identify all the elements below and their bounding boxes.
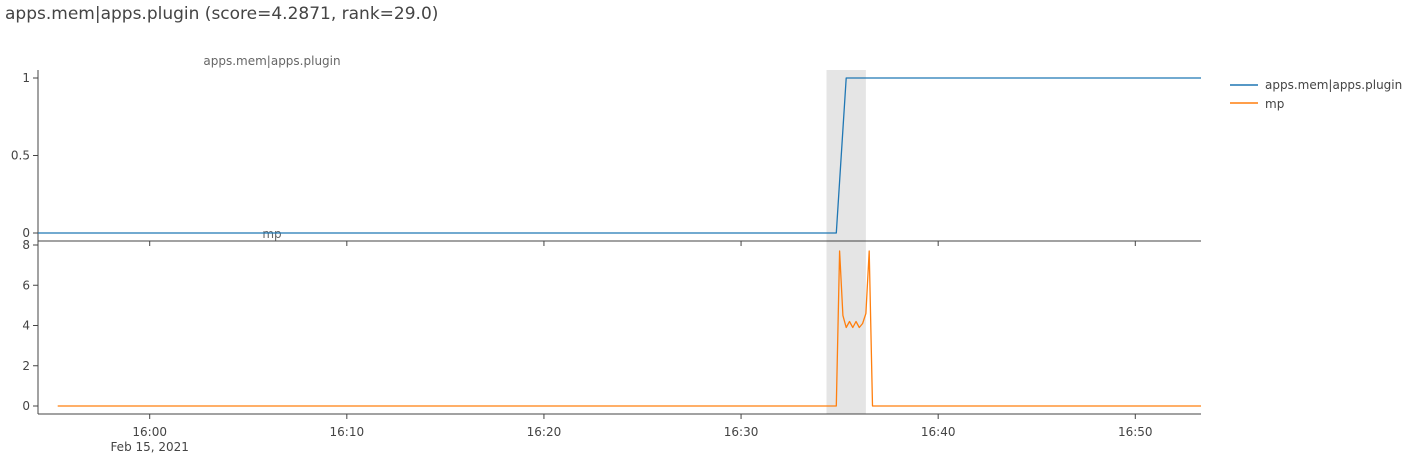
series-line-0-0: [38, 77, 1201, 234]
x-tick-label-2: 16:20: [527, 425, 562, 439]
x-tick-label-5: 16:50: [1118, 425, 1153, 439]
legend-label-mp: mp: [1265, 97, 1284, 111]
panel0-y-tick-label-0: 0: [22, 226, 30, 240]
panel1-y-tick-label-4: 8: [22, 238, 30, 252]
x-tick-label-1: 16:10: [330, 425, 365, 439]
panel1-y-tick-label-3: 6: [22, 278, 30, 292]
x-tick-label-0: 16:00: [132, 425, 167, 439]
x-date-label: Feb 15, 2021: [110, 440, 189, 454]
panel1-y-tick-label-1: 2: [22, 359, 30, 373]
panel1-y-tick-label-2: 4: [22, 319, 30, 333]
highlight-band: [826, 70, 866, 414]
legend-label-apps-mem: apps.mem|apps.plugin: [1265, 78, 1402, 92]
series-line-1-0: [57, 250, 1201, 407]
x-tick-label-4: 16:40: [921, 425, 956, 439]
bottom-panel-subtitle: mp: [262, 227, 281, 241]
chart-title: apps.mem|apps.plugin (score=4.2871, rank…: [5, 4, 439, 24]
panel1-y-tick-label-0: 0: [22, 399, 30, 413]
panel0-y-tick-label-2: 1: [22, 71, 30, 85]
legend: apps.mem|apps.plugin mp: [1230, 78, 1402, 111]
x-tick-label-3: 16:30: [724, 425, 759, 439]
panel0-y-tick-label-1: 0.5: [11, 149, 30, 163]
top-panel-subtitle: apps.mem|apps.plugin: [203, 54, 340, 68]
